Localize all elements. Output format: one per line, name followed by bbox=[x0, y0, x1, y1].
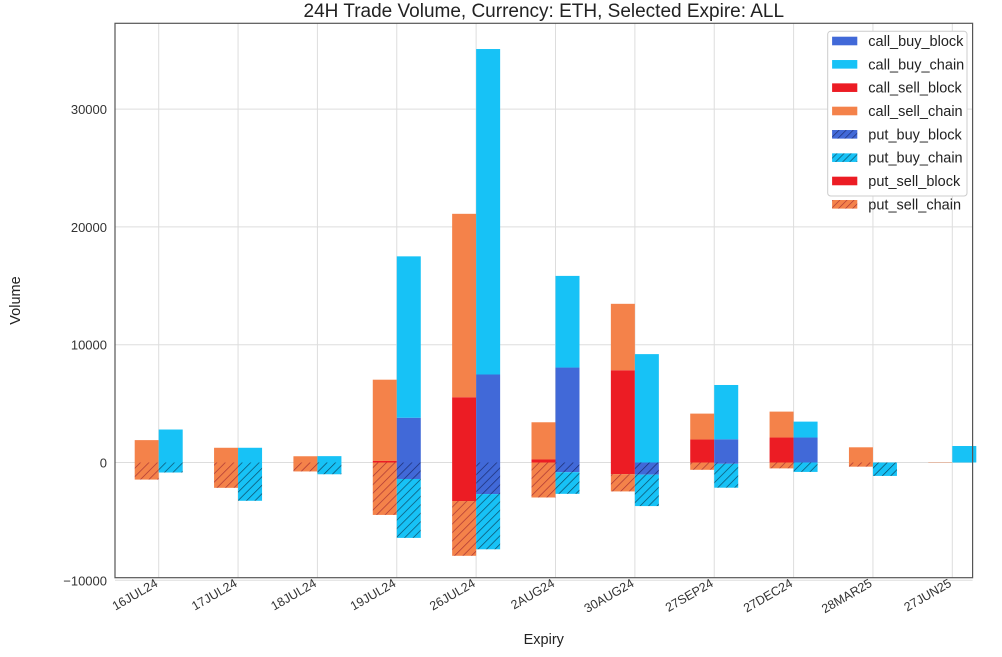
svg-text:17JUL24: 17JUL24 bbox=[189, 576, 239, 613]
svg-text:2AUG24: 2AUG24 bbox=[508, 576, 557, 612]
svg-text:24H Trade Volume, Currency: ET: 24H Trade Volume, Currency: ETH, Selecte… bbox=[304, 1, 785, 22]
svg-text:27DEC24: 27DEC24 bbox=[741, 576, 795, 615]
svg-text:28MAR25: 28MAR25 bbox=[819, 576, 874, 616]
svg-text:call_buy_chain: call_buy_chain bbox=[868, 57, 964, 73]
svg-text:Expiry: Expiry bbox=[524, 632, 565, 648]
svg-text:18JUL24: 18JUL24 bbox=[269, 576, 319, 613]
svg-text:10000: 10000 bbox=[71, 338, 107, 353]
svg-text:put_sell_block: put_sell_block bbox=[868, 174, 961, 190]
svg-text:27JUN25: 27JUN25 bbox=[902, 576, 954, 614]
svg-text:16JUL24: 16JUL24 bbox=[110, 576, 160, 613]
svg-text:call_sell_chain: call_sell_chain bbox=[868, 104, 962, 120]
svg-text:−10000: −10000 bbox=[63, 573, 107, 588]
svg-text:put_buy_block: put_buy_block bbox=[868, 127, 962, 143]
svg-text:19JUL24: 19JUL24 bbox=[348, 576, 398, 613]
svg-text:26JUL24: 26JUL24 bbox=[427, 576, 477, 613]
svg-text:30AUG24: 30AUG24 bbox=[582, 576, 637, 616]
svg-text:call_sell_block: call_sell_block bbox=[868, 81, 962, 97]
svg-text:27SEP24: 27SEP24 bbox=[663, 576, 716, 615]
svg-text:put_buy_chain: put_buy_chain bbox=[868, 151, 962, 167]
svg-text:put_sell_chain: put_sell_chain bbox=[868, 197, 961, 213]
svg-text:Volume: Volume bbox=[8, 276, 24, 324]
svg-text:0: 0 bbox=[100, 456, 107, 471]
svg-text:call_buy_block: call_buy_block bbox=[868, 34, 964, 50]
svg-text:30000: 30000 bbox=[71, 102, 107, 117]
svg-text:20000: 20000 bbox=[71, 220, 107, 235]
